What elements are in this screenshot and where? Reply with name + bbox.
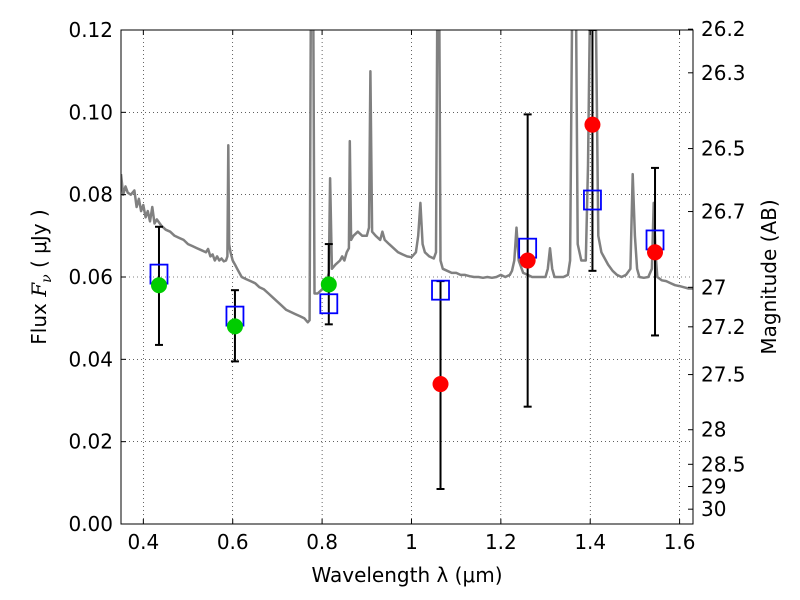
y-tick-label: 0.02 [68,430,113,454]
observed-flux-point [584,116,601,133]
axis-ticks [121,28,693,525]
mag-tick-label: 26.5 [701,137,746,161]
mag-tick-label: 26.3 [701,61,746,85]
x-tick-label: 1 [405,530,418,554]
observed-points-layer [150,116,664,393]
mag-tick-label: 30 [701,497,726,521]
y-tick-label: 0.04 [68,347,113,371]
mag-tick-label: 27.2 [701,315,746,339]
mag-tick-label: 27.5 [701,363,746,387]
x-tick-label: 0.6 [217,530,249,554]
x-tick-labels: 0.4 0.6 0.8 1 1.2 1.4 1.6 [127,530,695,554]
x-tick-label: 1.6 [664,530,696,554]
y-axis-label: Flux Fν ( μJy ) [27,209,55,344]
observed-flux-point [647,244,664,261]
observed-flux-point [320,276,337,293]
mag-tick-label: 26.7 [701,200,746,224]
x-tick-label: 0.8 [306,530,338,554]
observed-flux-point [226,318,243,335]
x-tick-label: 1.2 [485,530,517,554]
mag-tick-label: 28 [701,418,726,442]
model-photometry-square [319,293,339,315]
observed-flux-point [519,252,536,269]
spectrum-line [121,30,693,324]
model-photometry-square [583,189,602,211]
mag-tick-label: 28.5 [701,452,746,476]
x-tick-label: 0.4 [127,530,159,554]
y-tick-label: 0.10 [68,100,113,124]
mag-tick-label: 26.2 [701,17,746,41]
x-tick-label: 1.4 [574,530,606,554]
y-tick-label: 0.06 [68,265,113,289]
y-tick-labels: 0.00 0.02 0.04 0.06 0.08 0.10 0.12 [68,18,113,536]
y-tick-label: 0.08 [68,183,113,207]
mag-tick-label: 29 [701,475,726,499]
observed-flux-point [432,376,449,393]
y2-axis-label: Magnitude (AB) [757,199,781,354]
x-axis-label: Wavelength λ (μm) [311,563,502,587]
grid [121,29,693,525]
mag-tick-label: 27 [701,275,726,299]
y-tick-label: 0.12 [68,18,113,42]
spectrum-layer [121,30,693,324]
model-photometry-square [431,279,450,301]
plot-frame [120,29,694,525]
y-tick-label: 0.00 [68,512,113,536]
observed-flux-point [150,277,167,294]
